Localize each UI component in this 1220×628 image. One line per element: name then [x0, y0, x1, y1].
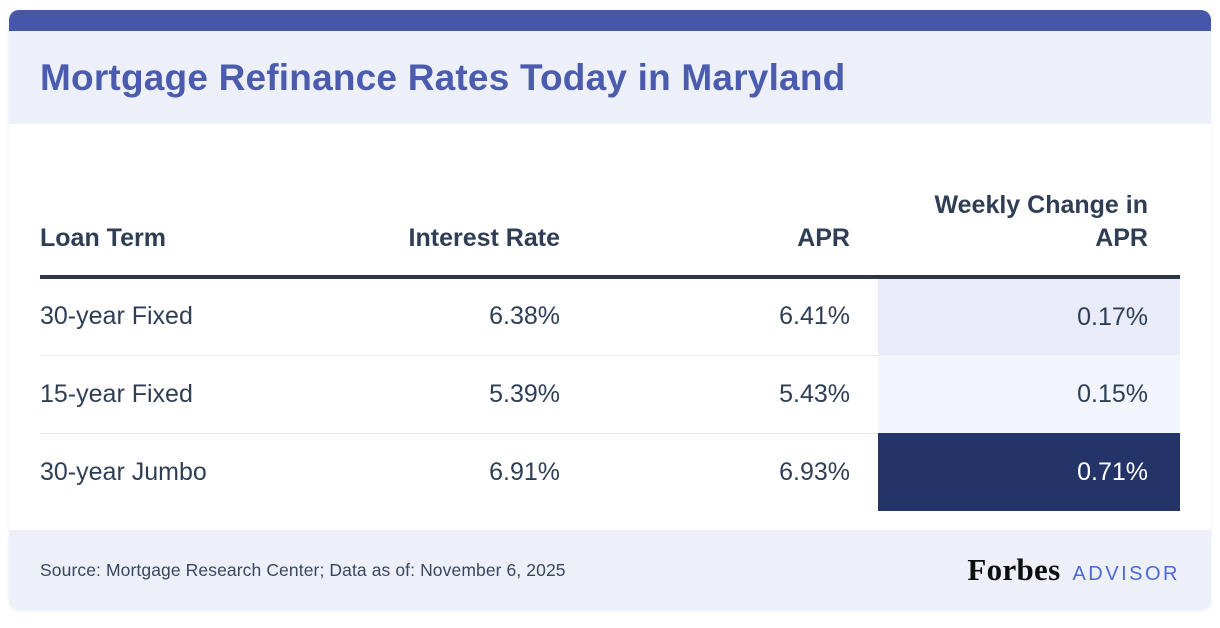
source-text: Source: Mortgage Research Center; Data a… [40, 559, 566, 580]
column-header-interest-rate: Interest Rate [408, 224, 560, 252]
column-header-loan-term: Loan Term [40, 224, 166, 252]
table-row: 30-year Fixed 6.38% 6.41% 0.17% [40, 277, 1180, 355]
column-header-weekly-change: Weekly Change in APR [934, 191, 1149, 252]
cell-interest-rate: 5.39% [320, 354, 570, 433]
cell-apr: 6.41% [779, 302, 850, 331]
accent-bar [9, 10, 1211, 31]
cell-loan-term: 15-year Fixed [40, 354, 320, 433]
cell-apr: 5.43% [570, 354, 878, 433]
cell-loan-term: 30-year Jumbo [40, 432, 320, 511]
cell-weekly-change: 0.15% [878, 355, 1180, 433]
cell-weekly-change: 0.71% [878, 433, 1180, 511]
table-header-row: Loan Term Interest Rate APR Weekly Chang… [40, 169, 1180, 277]
mortgage-rates-widget: Mortgage Refinance Rates Today in Maryla… [9, 10, 1211, 610]
rates-table-section: Loan Term Interest Rate APR Weekly Chang… [9, 124, 1211, 530]
table-row: 15-year Fixed 5.39% 5.43% 0.15% [40, 354, 1180, 433]
cell-interest-rate: 6.38% [489, 302, 560, 331]
cell-loan-term: 30-year Fixed [40, 302, 193, 331]
cell-apr: 6.93% [570, 432, 878, 511]
advisor-wordmark: ADVISOR [1072, 563, 1180, 585]
forbes-advisor-logo[interactable]: Forbes ADVISOR [967, 552, 1180, 588]
cell-weekly-change: 0.17% [878, 277, 1180, 355]
forbes-wordmark: Forbes [967, 552, 1061, 587]
cell-interest-rate: 6.91% [320, 432, 570, 511]
widget-footer: Source: Mortgage Research Center; Data a… [9, 530, 1211, 610]
rates-table: Loan Term Interest Rate APR Weekly Chang… [40, 169, 1180, 511]
page-title: Mortgage Refinance Rates Today in Maryla… [40, 56, 846, 98]
widget-header: Mortgage Refinance Rates Today in Maryla… [9, 31, 1211, 124]
table-row: 30-year Jumbo 6.91% 6.93% 0.71% [40, 432, 1180, 511]
column-header-apr: APR [797, 224, 850, 252]
